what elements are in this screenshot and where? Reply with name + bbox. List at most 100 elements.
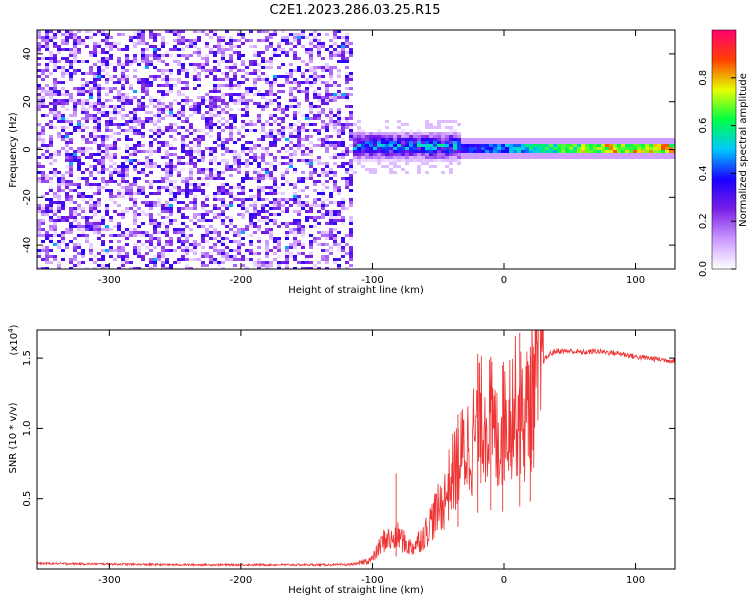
heatmap-cell xyxy=(521,147,525,150)
heatmap-cell xyxy=(485,156,489,159)
heatmap-cell xyxy=(245,90,249,93)
heatmap-cell xyxy=(221,102,225,105)
heatmap-cell xyxy=(393,159,397,162)
heatmap-cell xyxy=(333,129,337,132)
heatmap-cell xyxy=(241,33,245,36)
heatmap-cell xyxy=(181,216,185,219)
heatmap-cell xyxy=(93,114,97,117)
heatmap-cell xyxy=(125,192,129,195)
heatmap-cell xyxy=(101,111,105,114)
heatmap-cell xyxy=(253,195,257,198)
heatmap-cell xyxy=(317,99,321,102)
heatmap-cell xyxy=(65,69,69,72)
heatmap-cell xyxy=(93,267,97,269)
heatmap-cell xyxy=(105,204,109,207)
heatmap-cell xyxy=(209,30,213,33)
heatmap-cell xyxy=(197,144,201,147)
heatmap-cell xyxy=(161,108,165,111)
heatmap-cell xyxy=(345,78,349,81)
heatmap-cell xyxy=(213,231,217,234)
heatmap-cell xyxy=(121,63,125,66)
heatmap-cell xyxy=(53,222,57,225)
heatmap-cell xyxy=(453,132,457,135)
heatmap-cell xyxy=(113,249,117,252)
heatmap-cell xyxy=(325,126,329,129)
heatmap-cell xyxy=(77,246,81,249)
heatmap-cell xyxy=(85,228,89,231)
heatmap-cell xyxy=(449,126,453,129)
heatmap-cell xyxy=(225,72,229,75)
heatmap-cell xyxy=(321,195,325,198)
heatmap-cell xyxy=(49,261,53,264)
heatmap-cell xyxy=(249,60,253,63)
heatmap-cell xyxy=(125,189,129,192)
heatmap-cell xyxy=(589,147,593,150)
heatmap-cell xyxy=(217,45,221,48)
heatmap-cell xyxy=(221,147,225,150)
heatmap-cell xyxy=(397,147,401,150)
heatmap-cell xyxy=(385,126,389,129)
heatmap-cell xyxy=(261,186,265,189)
heatmap-cell xyxy=(137,159,141,162)
heatmap-cell xyxy=(197,168,201,171)
heatmap-cell xyxy=(97,129,101,132)
heatmap-cell xyxy=(113,168,117,171)
heatmap-cell xyxy=(401,129,405,132)
heatmap-cell xyxy=(293,168,297,171)
heatmap-cell xyxy=(61,72,65,75)
heatmap-cell xyxy=(73,42,77,45)
heatmap-cell xyxy=(141,144,145,147)
heatmap-cell xyxy=(497,138,501,141)
heatmap-cell xyxy=(105,99,109,102)
heatmap-cell xyxy=(225,120,229,123)
heatmap-cell xyxy=(189,114,193,117)
heatmap-cell xyxy=(45,123,49,126)
heatmap-cell xyxy=(253,63,257,66)
heatmap-cell xyxy=(221,210,225,213)
heatmap-cell xyxy=(657,150,661,153)
heatmap-cell xyxy=(161,231,165,234)
heatmap-cell xyxy=(337,75,341,78)
heatmap-cell xyxy=(73,156,77,159)
heatmap-cell xyxy=(97,159,101,162)
heatmap-cell xyxy=(93,207,97,210)
heatmap-cell xyxy=(193,108,197,111)
heatmap-cell xyxy=(89,228,93,231)
heatmap-cell xyxy=(317,48,321,51)
heatmap-cell xyxy=(313,69,317,72)
heatmap-cell xyxy=(189,219,193,222)
heatmap-cell xyxy=(317,42,321,45)
heatmap-cell xyxy=(57,66,61,69)
heatmap-cell xyxy=(293,192,297,195)
y-tick-label: 1.0 xyxy=(22,420,33,436)
heatmap-cell xyxy=(245,78,249,81)
heatmap-cell xyxy=(269,135,273,138)
heatmap-cell xyxy=(201,57,205,60)
heatmap-cell xyxy=(157,198,161,201)
heatmap-cell xyxy=(125,60,129,63)
heatmap-cell xyxy=(217,69,221,72)
heatmap-cell xyxy=(305,186,309,189)
heatmap-cell xyxy=(209,135,213,138)
heatmap-cell xyxy=(237,84,241,87)
heatmap-cell xyxy=(541,153,545,156)
heatmap-cell xyxy=(513,144,517,147)
heatmap-cell xyxy=(209,246,213,249)
heatmap-cell xyxy=(397,165,401,168)
heatmap-cell xyxy=(297,225,301,228)
heatmap-cell xyxy=(225,216,229,219)
heatmap-cell xyxy=(201,213,205,216)
heatmap-cell xyxy=(337,141,341,144)
heatmap-cell xyxy=(341,51,345,54)
heatmap-cell xyxy=(105,189,109,192)
heatmap-cell xyxy=(273,219,277,222)
heatmap-cell xyxy=(73,129,77,132)
heatmap-cell xyxy=(193,66,197,69)
heatmap-cell xyxy=(317,39,321,42)
heatmap-cell xyxy=(397,120,401,123)
heatmap-cell xyxy=(237,51,241,54)
heatmap-cell xyxy=(261,207,265,210)
heatmap-cell xyxy=(309,54,313,57)
heatmap-cell xyxy=(189,258,193,261)
heatmap-cell xyxy=(37,165,41,168)
